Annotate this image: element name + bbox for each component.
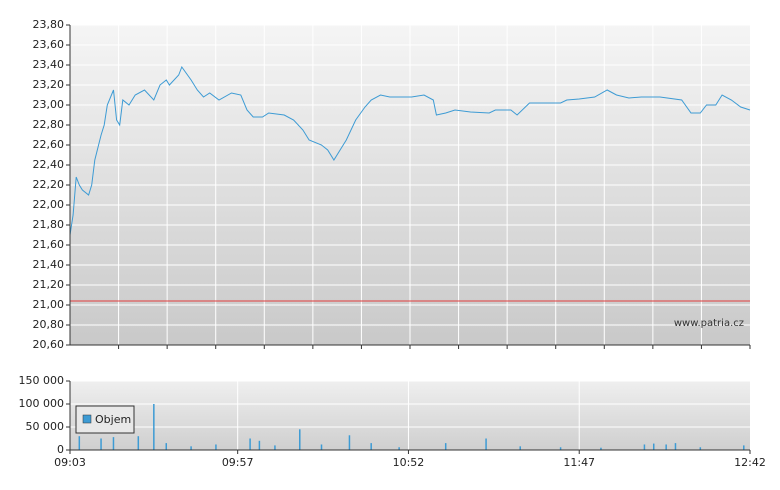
volume-bar [299, 429, 301, 450]
y-tick-label: 22,60 [33, 138, 65, 151]
volume-bar [165, 443, 168, 450]
volume-bar [699, 447, 702, 450]
y-tick-label: 21,80 [33, 218, 65, 231]
volume-bar [665, 444, 667, 450]
legend-label: Objem [95, 413, 131, 426]
y-tick-label: 20,60 [33, 338, 65, 351]
volume-bar [652, 443, 655, 450]
y-tick-label: 23,60 [33, 38, 65, 51]
legend: Objem [75, 405, 135, 434]
y-tick-label: 23,40 [33, 58, 65, 71]
y-tick-label: 22,40 [33, 158, 65, 171]
volume-bar [643, 444, 646, 450]
volume-bar [348, 435, 351, 450]
volume-bar [444, 443, 447, 450]
y-tick-label: 50 000 [26, 420, 65, 433]
volume-bar [519, 446, 521, 450]
y-tick-label: 23,20 [33, 78, 65, 91]
volume-bar [485, 438, 487, 450]
y-tick-label: 22,80 [33, 118, 65, 131]
x-tick-label: 09:57 [222, 456, 254, 469]
price-line [69, 65, 751, 236]
y-tick-label: 21,40 [33, 258, 65, 271]
volume-bar [743, 445, 745, 450]
y-tick-label: 20,80 [33, 318, 65, 331]
volume-bar [215, 444, 217, 450]
x-tick-label: 11:47 [563, 456, 595, 469]
volume-bar [600, 447, 602, 450]
y-tick-label: 23,00 [33, 98, 65, 111]
volume-bar [153, 404, 155, 450]
volume-bar [78, 436, 81, 450]
y-tick-label: 150 000 [19, 374, 65, 387]
y-tick-label: 22,20 [33, 178, 65, 191]
y-tick-label: 100 000 [19, 397, 65, 410]
y-tick-label: 21,00 [33, 298, 65, 311]
volume-bar [249, 438, 251, 450]
volume-bar [274, 445, 276, 450]
y-tick-label: 22,00 [33, 198, 65, 211]
volume-bar [674, 443, 677, 450]
volume-bar [320, 444, 323, 450]
watermark: www.patria.cz [674, 318, 744, 329]
y-tick-label: 0 [57, 443, 64, 456]
y-tick-label: 21,20 [33, 278, 65, 291]
volume-bar [370, 443, 372, 450]
volume-bar [137, 436, 140, 450]
volume-bar [258, 440, 261, 450]
volume-bar [398, 447, 400, 450]
volume-bar [100, 438, 102, 450]
volume-bar [559, 447, 562, 450]
legend-swatch [82, 414, 92, 424]
x-tick-label: 10:52 [393, 456, 425, 469]
x-tick-label: 12:42 [734, 456, 766, 469]
volume-bar [112, 437, 115, 450]
y-tick-label: 23,80 [33, 18, 65, 31]
y-tick-label: 21,60 [33, 238, 65, 251]
volume-bar [190, 446, 192, 450]
volume-plot-area [70, 381, 750, 450]
x-tick-label: 09:03 [54, 456, 86, 469]
